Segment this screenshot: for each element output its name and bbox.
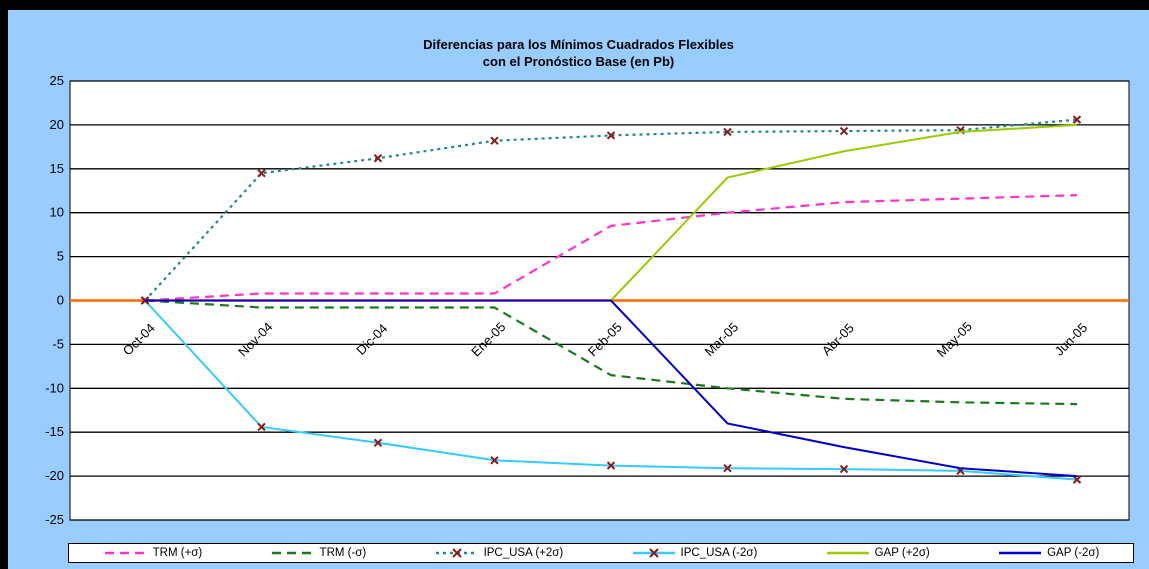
chart-area: Diferencias para los Mínimos Cuadrados F…	[8, 10, 1149, 569]
chart-title: Diferencias para los Mínimos Cuadrados F…	[423, 37, 734, 52]
legend-marker	[648, 548, 659, 558]
series-line-0	[144, 194, 1078, 302]
legend-item: IPC_USA (+2σ)	[434, 547, 564, 559]
data-point-marker	[490, 136, 499, 145]
legend-swatch	[999, 551, 1042, 555]
legend-swatch	[435, 548, 478, 558]
data-point-marker	[257, 168, 266, 178]
marker-stroke	[490, 456, 499, 465]
y-tick-label: 15	[50, 161, 64, 176]
series-line-5	[145, 299, 1078, 478]
series-line-1	[144, 299, 1078, 406]
marker-stroke	[723, 127, 732, 137]
chart-subtitle: con el Pronóstico Base (en Pb)	[482, 54, 675, 69]
data-point-marker	[257, 422, 266, 432]
marker-stroke	[490, 136, 499, 145]
data-point-marker	[1072, 475, 1082, 484]
marker-stroke	[606, 131, 616, 140]
legend-swatch	[826, 551, 869, 555]
legend-swatch	[271, 551, 314, 555]
y-tick-label: 20	[50, 117, 64, 132]
data-point-marker	[373, 438, 383, 447]
legend: TRM (+σ) TRM (-σ) IPC_USA (+2σ) IPC_USA (-2…	[68, 543, 1134, 563]
data-point-marker	[373, 154, 383, 163]
y-tick-label: -5	[52, 336, 64, 351]
legend-swatch	[104, 551, 147, 555]
legend-label: IPC_USA (+2σ)	[483, 547, 564, 559]
legend-label: GAP (+2σ)	[874, 547, 930, 559]
y-tick-label: -15	[45, 424, 64, 439]
legend-label: IPC_USA (-2σ)	[680, 547, 758, 559]
series-line-2	[144, 118, 1078, 302]
data-point-marker	[839, 126, 849, 136]
marker-stroke	[723, 463, 732, 473]
marker-stroke	[606, 461, 616, 470]
data-point-marker	[1072, 115, 1082, 124]
marker-stroke	[1072, 115, 1082, 124]
marker-stroke	[1072, 475, 1082, 484]
y-tick-label: 0	[57, 293, 64, 308]
data-point-marker	[606, 131, 616, 140]
y-tick-label: -10	[45, 380, 64, 395]
legend-label: TRM (+σ)	[152, 547, 203, 559]
legend-label: TRM (-σ)	[319, 547, 367, 559]
marker-stroke	[373, 154, 383, 163]
data-point-marker	[839, 464, 849, 474]
y-tick-label: 25	[50, 73, 64, 88]
legend-item: GAP (+2σ)	[825, 547, 930, 559]
data-point-marker	[606, 461, 616, 470]
legend-item: IPC_USA (-2σ)	[631, 547, 758, 559]
marker-stroke	[257, 168, 266, 178]
legend-marker	[451, 548, 462, 558]
y-tick-label: 10	[50, 205, 64, 220]
legend-swatch	[632, 548, 675, 558]
marker-stroke	[839, 464, 849, 474]
y-tick-label: -20	[45, 468, 64, 483]
data-point-marker	[723, 127, 732, 137]
legend-item: GAP (-2σ)	[997, 547, 1099, 559]
data-point-marker	[490, 456, 499, 465]
legend-item: TRM (+σ)	[103, 547, 203, 559]
legend-label: GAP (-2σ)	[1047, 547, 1100, 559]
y-tick-label: -25	[45, 512, 64, 527]
marker-stroke	[839, 126, 849, 136]
marker-stroke	[257, 422, 266, 432]
y-tick-label: 5	[57, 249, 64, 264]
data-point-marker	[723, 463, 732, 473]
legend-item: TRM (-σ)	[270, 547, 367, 559]
marker-stroke	[373, 438, 383, 447]
